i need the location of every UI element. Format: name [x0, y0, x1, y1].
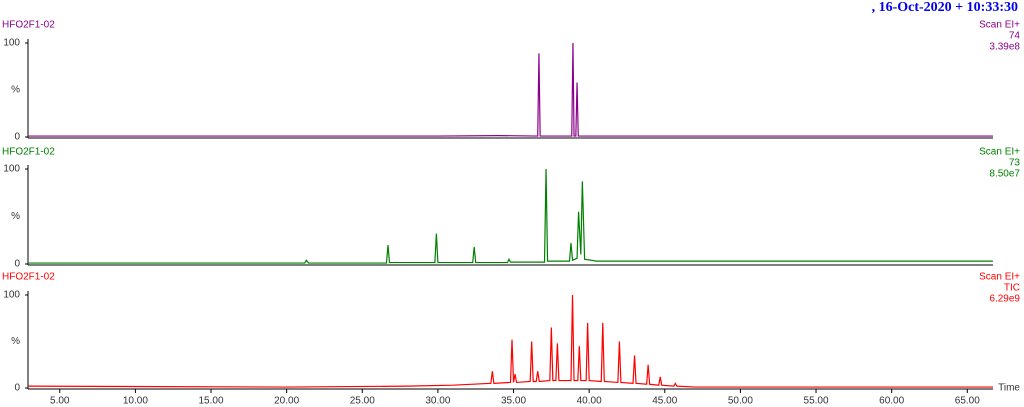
panel-annotation: 74: [1009, 31, 1021, 42]
x-tick-label: 30.00: [425, 396, 450, 407]
panel-annotation: 6.29e9: [989, 294, 1020, 305]
panel-title: HFO2F1-02: [2, 272, 55, 283]
x-tick-label: 25.00: [350, 396, 375, 407]
panel-annotation: TIC: [1004, 283, 1020, 294]
panel-annotation: Scan EI+: [979, 20, 1020, 31]
panel-annotation: 3.39e8: [989, 42, 1020, 53]
x-tick-label: 10.00: [123, 396, 148, 407]
x-tick-label: 40.00: [577, 396, 602, 407]
y-tick-label: 100: [3, 290, 20, 301]
panel-annotation: 73: [1009, 158, 1021, 169]
panel-annotation: Scan EI+: [979, 147, 1020, 158]
trace: [28, 168, 993, 264]
y-tick-label: 0: [14, 132, 20, 143]
y-tick-label: 0: [14, 259, 20, 270]
x-tick-label: 5.00: [50, 396, 70, 407]
x-tick-label: 45.00: [652, 396, 677, 407]
x-axis-label: Time: [998, 383, 1020, 394]
y-tick-label: 100: [3, 38, 20, 49]
trace: [27, 294, 993, 388]
panel-title: HFO2F1-02: [2, 20, 55, 31]
x-tick-label: 15.00: [199, 396, 224, 407]
x-tick-label: 20.00: [274, 396, 299, 407]
y-axis-label: %: [11, 211, 20, 222]
panel-annotation: 8.50e7: [989, 169, 1020, 180]
x-tick-label: 65.00: [955, 396, 980, 407]
x-tick-label: 35.00: [501, 396, 526, 407]
panel-annotation: Scan EI+: [979, 272, 1020, 283]
x-tick-label: 60.00: [879, 396, 904, 407]
panel-title: HFO2F1-02: [2, 147, 55, 158]
y-axis-label: %: [11, 85, 20, 96]
y-axis-label: %: [11, 336, 20, 347]
header-timestamp: , 16-Oct-2020 + 10:33:30: [872, 0, 1018, 15]
y-tick-label: 0: [14, 383, 20, 394]
y-tick-label: 100: [3, 164, 20, 175]
x-tick-label: 55.00: [804, 396, 829, 407]
trace: [28, 42, 993, 137]
x-tick-label: 50.00: [728, 396, 753, 407]
